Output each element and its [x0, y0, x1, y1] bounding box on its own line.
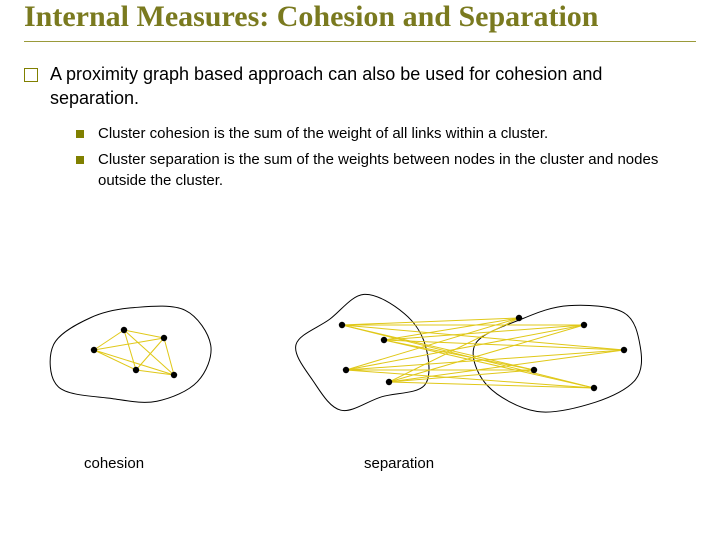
list-item: Cluster cohesion is the sum of the weigh…	[76, 124, 696, 144]
list-item: Cluster separation is the sum of the wei…	[76, 150, 696, 191]
separation-clusters	[296, 294, 642, 412]
caption-separation: separation	[364, 455, 434, 472]
sub-text-2: Cluster separation is the sum of the wei…	[98, 150, 696, 191]
filled-square-icon	[76, 156, 84, 164]
sub-text-1: Cluster cohesion is the sum of the weigh…	[98, 124, 548, 144]
sub-list: Cluster cohesion is the sum of the weigh…	[76, 124, 696, 191]
slide-title: Internal Measures: Cohesion and Separati…	[24, 0, 696, 42]
body-bullet: A proximity graph based approach can als…	[24, 62, 696, 111]
slide: Internal Measures: Cohesion and Separati…	[0, 0, 720, 540]
filled-square-icon	[76, 130, 84, 138]
figure-area	[24, 270, 696, 450]
caption-cohesion: cohesion	[84, 455, 144, 472]
hollow-square-icon	[24, 68, 38, 82]
cohesion-cluster	[50, 306, 211, 402]
network-diagram	[24, 270, 696, 450]
body-text: A proximity graph based approach can als…	[50, 62, 696, 111]
